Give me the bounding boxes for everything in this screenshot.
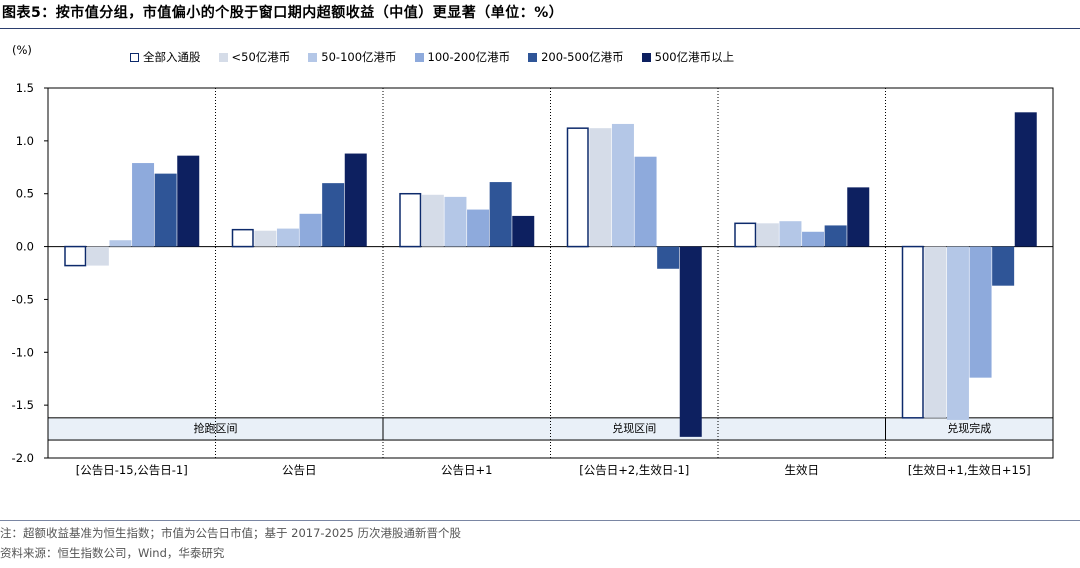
y-tick-label: 0.5 [16,187,34,201]
phase-label: 兑现完成 [947,421,991,435]
bar [489,182,512,247]
bar [299,213,322,247]
bar [679,246,702,437]
bar [231,228,254,248]
figure-title: 图表5：按市值分组，市值偏小的个股于窗口期内超额收益（中值）更显著（单位：%） [2,5,564,21]
bar [399,192,422,248]
bar-chart: (%)抢跑区间 兑现区间 兑现完成1.51.00.50.0-0.5-1.0-1.5-… [12,43,1054,477]
bar [969,246,992,378]
source-note: 资料来源：恒生指数公司，Wind，华泰研究 [0,546,225,560]
legend-item: 50-100亿港币 [308,49,397,65]
x-tick-label: [公告日+2,生效日-1] [579,463,689,477]
legend-swatch [218,52,228,62]
bar [847,187,870,247]
bar [109,240,132,247]
legend-label: 50-100亿港币 [321,50,397,64]
legend-item: 全部入通股 [130,49,201,65]
y-tick-label: 1.5 [16,81,34,95]
legend-item: 200-500亿港币 [528,49,624,65]
bar [734,222,757,248]
legend-swatch [528,52,538,62]
bar [756,223,779,247]
legend-label: 全部入通股 [143,50,201,64]
x-tick-label: [生效日+1,生效日+15] [908,463,1031,477]
bar [924,246,947,418]
y-tick-label: -1.0 [12,345,34,359]
bar [566,127,589,248]
bar [467,209,490,247]
bar [86,246,109,266]
footnote: 注：超额收益基准为恒生指数；市值为公告日市值；基于 2017-2025 历次港股… [0,526,461,540]
y-tick-label: 0.0 [16,240,34,254]
y-tick-label: -0.5 [12,292,34,306]
bar [946,246,969,420]
bar [824,225,847,247]
bar [992,246,1015,286]
y-tick-label: -2.0 [12,451,34,465]
bar [802,231,825,247]
x-tick-label: [公告日-15,公告日-1] [76,463,188,477]
phase-label: 兑现区间 [612,421,656,435]
legend-swatch [130,52,139,62]
bar [779,221,802,247]
x-tick-label: 生效日 [785,463,820,477]
legend-swatch [641,52,651,62]
legend-item: <50亿港币 [218,49,291,65]
y-tick-label: 1.0 [16,134,34,148]
bar [611,123,634,247]
bar [64,245,87,267]
bar [657,246,680,269]
y-tick-label: -1.5 [12,398,34,412]
bar [1014,112,1037,247]
bar [154,173,177,247]
bar [634,156,657,247]
bar [276,228,299,247]
bar [512,215,535,247]
bar [589,128,612,247]
legend-swatch [308,52,318,62]
x-tick-label: 公告日+1 [441,463,492,477]
x-tick-label: 公告日 [282,463,317,477]
legend-item: 500亿港币以上 [641,49,735,65]
bar [254,230,277,247]
note-rule [0,520,1080,521]
bar [344,153,367,247]
bar [444,196,467,247]
y-unit-label: (%) [12,43,32,57]
legend-label: 200-500亿港币 [541,50,624,64]
legend-item: 100-200亿港币 [414,49,511,65]
bar [322,183,345,247]
chart-legend: 全部入通股 <50亿港币 50-100亿港币 100-200亿港币 200-500亿港币… [130,49,752,65]
legend-label: 500亿港币以上 [654,50,735,64]
legend-label: <50亿港币 [231,50,291,64]
bar [901,245,924,419]
bar [421,194,444,247]
bar [177,155,200,247]
title-rule [0,28,1080,29]
legend-swatch [414,52,424,62]
legend-label: 100-200亿港币 [427,50,511,64]
bar [132,163,155,247]
